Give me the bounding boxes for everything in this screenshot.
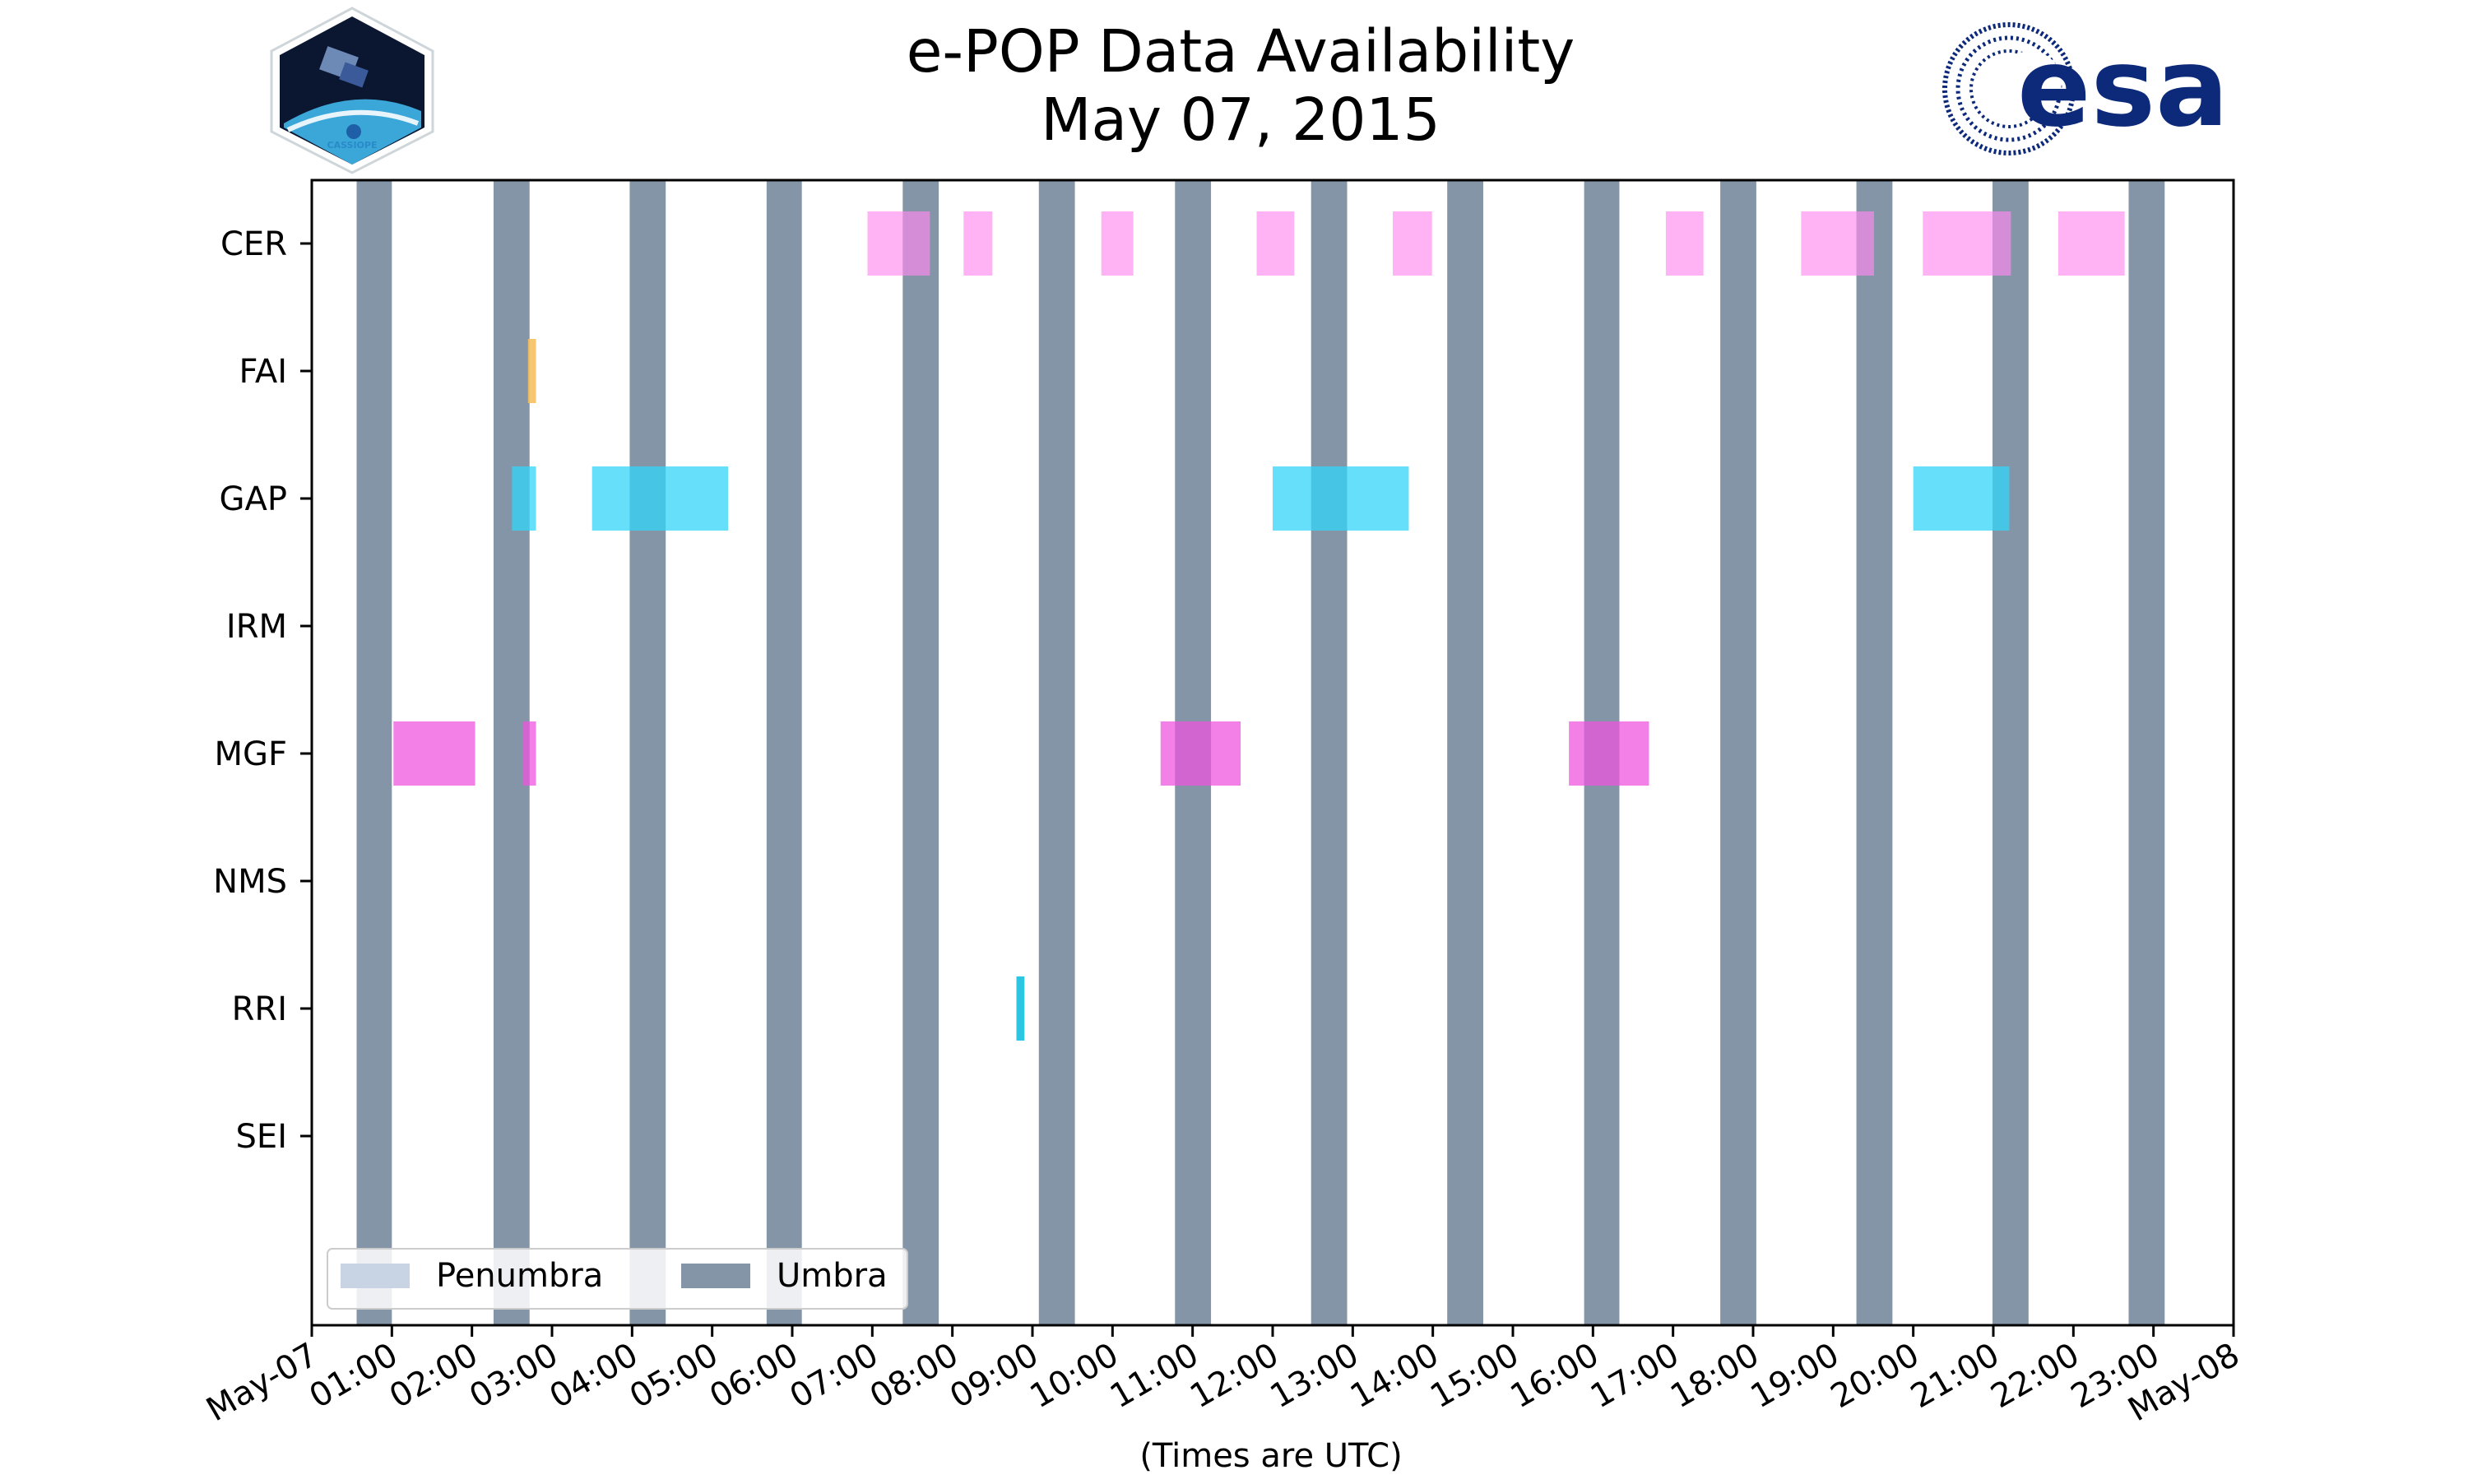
x-axis: May-0701:0002:0003:0004:0005:0006:0007:0… xyxy=(200,1325,2246,1429)
umbra-band-12 xyxy=(1992,180,2029,1325)
umbra-band-13 xyxy=(2128,180,2165,1325)
umbra-band-2 xyxy=(629,180,666,1325)
bar-cer-0 xyxy=(867,211,907,276)
x-tick-label-1: 01:00 xyxy=(303,1336,404,1416)
bar-cer-6 xyxy=(1665,211,1704,276)
bar-gap-2 xyxy=(1273,466,1409,531)
cassiope-logo-label: CASSIOPE xyxy=(327,140,378,151)
bar-fai-0 xyxy=(527,339,536,403)
chart-title-line1: e-POP Data Availability xyxy=(907,17,1575,86)
bar-mgf-2 xyxy=(1160,721,1241,786)
legend-swatch-umbra xyxy=(681,1264,750,1288)
y-tick-label-nms: NMS xyxy=(213,863,287,901)
chart-title-line2: May 07, 2015 xyxy=(1041,86,1440,154)
umbra-bands xyxy=(356,180,2165,1325)
esa-logo-label: esa xyxy=(2017,25,2229,151)
y-tick-label-cer: CER xyxy=(220,225,287,263)
x-tick-label-11: 11:00 xyxy=(1104,1336,1205,1416)
x-tick-label-2: 02:00 xyxy=(383,1336,485,1416)
umbra-band-0 xyxy=(356,180,392,1325)
x-tick-label-16: 16:00 xyxy=(1504,1336,1605,1416)
bar-gap-1 xyxy=(591,466,729,531)
bar-mgf-0 xyxy=(393,721,476,786)
umbra-band-7 xyxy=(1311,180,1348,1325)
umbra-band-11 xyxy=(1856,180,1893,1325)
umbra-band-5 xyxy=(1038,180,1075,1325)
bar-cer-4 xyxy=(1256,211,1295,276)
bar-cer-9 xyxy=(2057,211,2125,276)
y-tick-label-rri: RRI xyxy=(232,990,287,1028)
bar-cer-5 xyxy=(1393,211,1432,276)
x-tick-label-6: 06:00 xyxy=(703,1336,805,1416)
x-tick-label-12: 12:00 xyxy=(1184,1336,1285,1416)
y-tick-label-mgf: MGF xyxy=(214,735,287,773)
umbra-band-10 xyxy=(1720,180,1756,1325)
bar-gap-3 xyxy=(1913,466,2010,531)
data-series xyxy=(393,211,2125,1041)
bar-cer-7 xyxy=(1801,211,1874,276)
bar-rri-0 xyxy=(1016,976,1025,1041)
legend-label-penumbra: Penumbra xyxy=(436,1257,603,1295)
x-tick-label-8: 08:00 xyxy=(864,1336,965,1416)
legend-box xyxy=(327,1248,908,1310)
bar-cer-3 xyxy=(1101,211,1134,276)
x-tick-label-5: 05:00 xyxy=(624,1336,725,1416)
legend-label-umbra: Umbra xyxy=(777,1257,888,1295)
y-tick-label-sei: SEI xyxy=(236,1118,287,1156)
x-tick-label-7: 07:00 xyxy=(783,1336,884,1416)
x-tick-label-14: 14:00 xyxy=(1344,1336,1445,1416)
y-tick-label-gap: GAP xyxy=(220,480,287,518)
plot-frame xyxy=(310,179,2235,1327)
umbra-band-4 xyxy=(902,180,939,1325)
x-tick-label-9: 09:00 xyxy=(944,1336,1045,1416)
x-tick-label-20: 20:00 xyxy=(1825,1336,1926,1416)
legend-swatch-penumbra xyxy=(341,1264,410,1288)
bar-mgf-3 xyxy=(1569,721,1649,786)
bar-cer-2 xyxy=(963,211,993,276)
x-tick-label-15: 15:00 xyxy=(1424,1336,1525,1416)
y-axis: CER FAI GAP IRM MGF NMS RRI SEI xyxy=(213,225,312,1156)
bar-gap-0 xyxy=(512,466,536,531)
bar-cer-8 xyxy=(1923,211,2011,276)
x-tick-label-10: 10:00 xyxy=(1023,1336,1125,1416)
x-tick-label-18: 18:00 xyxy=(1664,1336,1765,1416)
x-axis-label: (Times are UTC) xyxy=(1139,1437,1402,1475)
x-tick-label-4: 04:00 xyxy=(543,1336,644,1416)
legend: Penumbra Umbra xyxy=(327,1248,908,1310)
x-tick-label-22: 22:00 xyxy=(1984,1336,2085,1416)
x-tick-label-3: 03:00 xyxy=(463,1336,564,1416)
cassiope-logo: CASSIOPE xyxy=(270,7,434,174)
x-tick-label-21: 21:00 xyxy=(1904,1336,2006,1416)
esa-logo: esa xyxy=(1942,22,2229,155)
x-tick-label-19: 19:00 xyxy=(1744,1336,1845,1416)
x-tick-label-17: 17:00 xyxy=(1584,1336,1686,1416)
bar-mgf-1 xyxy=(522,721,536,786)
y-tick-label-irm: IRM xyxy=(226,608,287,646)
bar-cer-1 xyxy=(907,211,930,276)
x-tick-label-13: 13:00 xyxy=(1264,1336,1365,1416)
umbra-band-8 xyxy=(1447,180,1483,1325)
umbra-band-3 xyxy=(766,180,802,1325)
y-tick-label-fai: FAI xyxy=(239,353,288,391)
